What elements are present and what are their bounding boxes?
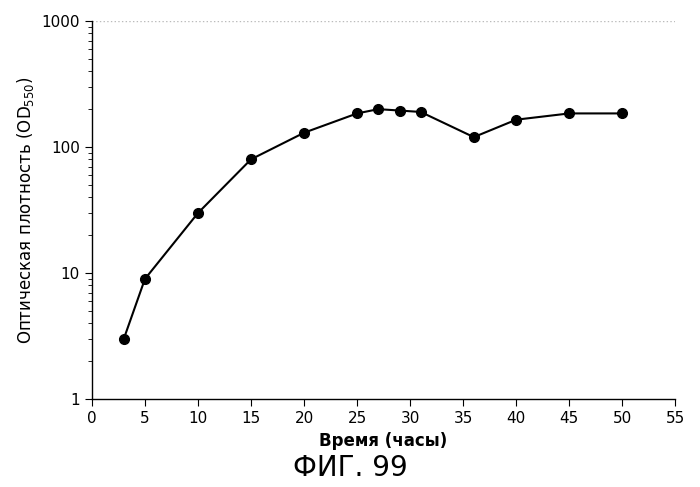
X-axis label: Время (часы): Время (часы)	[319, 431, 448, 450]
Text: ФИГ. 99: ФИГ. 99	[293, 454, 407, 482]
Y-axis label: Оптическая плотность (OD$_{550}$): Оптическая плотность (OD$_{550}$)	[15, 76, 36, 344]
